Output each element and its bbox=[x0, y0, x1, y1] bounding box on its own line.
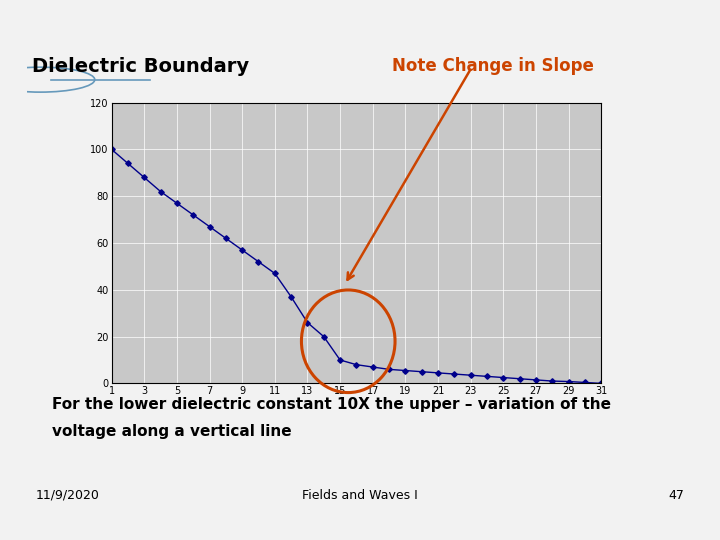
Text: 47: 47 bbox=[668, 489, 684, 502]
Text: Note Change in Slope: Note Change in Slope bbox=[392, 57, 594, 75]
Text: 11/9/2020: 11/9/2020 bbox=[36, 489, 100, 502]
Text: voltage along a vertical line: voltage along a vertical line bbox=[52, 424, 292, 439]
Text: Fields and Waves I: Fields and Waves I bbox=[302, 489, 418, 502]
Text: Dielectric Boundary: Dielectric Boundary bbox=[32, 57, 250, 76]
Text: For the lower dielectric constant 10X the upper – variation of the: For the lower dielectric constant 10X th… bbox=[52, 397, 611, 412]
